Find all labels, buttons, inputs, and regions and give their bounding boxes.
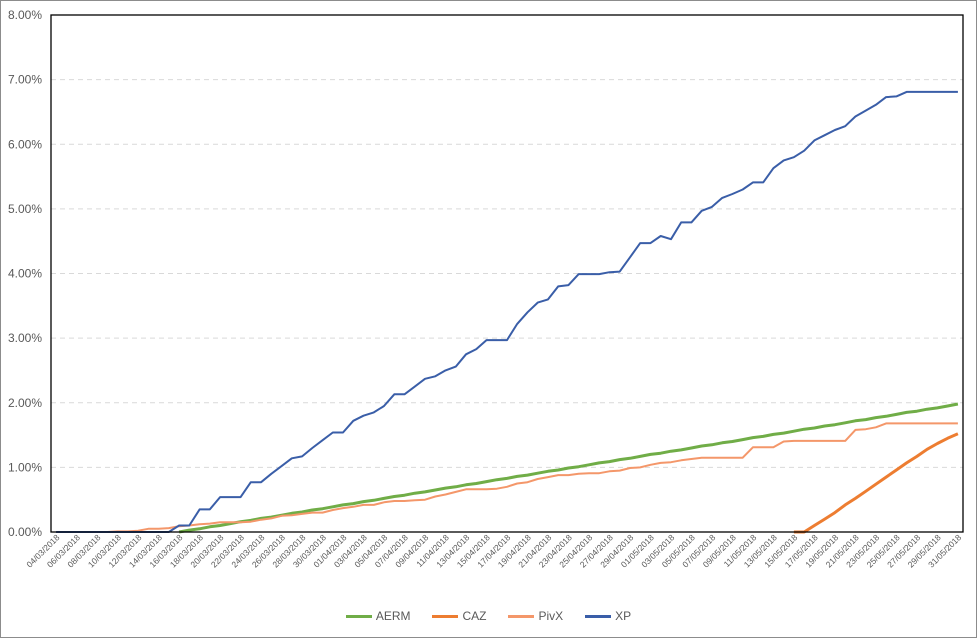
series-line-aerm bbox=[178, 402, 959, 534]
y-tick-label: 2.00% bbox=[8, 396, 42, 410]
y-tick-label: 8.00% bbox=[8, 8, 42, 22]
legend: AERM CAZ PivX XP bbox=[1, 609, 976, 623]
legend-item-aerm: AERM bbox=[345, 609, 411, 623]
legend-swatch bbox=[432, 614, 459, 618]
series-line-pivx bbox=[56, 422, 958, 533]
gridlines bbox=[51, 79, 963, 468]
y-tick-label: 4.00% bbox=[8, 267, 42, 281]
legend-swatch bbox=[345, 614, 372, 618]
legend-item-xp: XP bbox=[585, 609, 631, 623]
y-tick-label: 6.00% bbox=[8, 137, 42, 151]
legend-item-pivx: PivX bbox=[508, 609, 563, 623]
y-axis-tick-labels: 0.00% 1.00% 2.00% 3.00% 4.00% 5.00% 6.00% 7.00%… bbox=[8, 8, 42, 539]
series-line-xp bbox=[56, 90, 958, 533]
y-tick-label: 0.00% bbox=[8, 525, 42, 539]
x-axis-tick-labels: 04/03/201806/03/201808/03/201810/03/2018… bbox=[24, 532, 963, 569]
series-line-caz bbox=[793, 432, 959, 534]
series-lines bbox=[56, 90, 959, 534]
legend-label: AERM bbox=[375, 609, 411, 623]
plot-area-border bbox=[50, 14, 964, 533]
y-tick-label: 3.00% bbox=[8, 331, 42, 345]
line-chart: 0.00% 1.00% 2.00% 3.00% 4.00% 5.00% 6.00% 7.00%… bbox=[8, 8, 964, 569]
legend-swatch bbox=[508, 614, 535, 618]
legend-swatch bbox=[585, 614, 612, 618]
legend-item-caz: CAZ bbox=[432, 609, 486, 623]
legend-label: PivX bbox=[538, 609, 564, 623]
y-tick-label: 1.00% bbox=[8, 460, 42, 474]
y-tick-label: 7.00% bbox=[8, 73, 42, 87]
legend-label: XP bbox=[615, 609, 632, 623]
legend-label: CAZ bbox=[462, 609, 487, 623]
y-tick-label: 5.00% bbox=[8, 202, 42, 216]
